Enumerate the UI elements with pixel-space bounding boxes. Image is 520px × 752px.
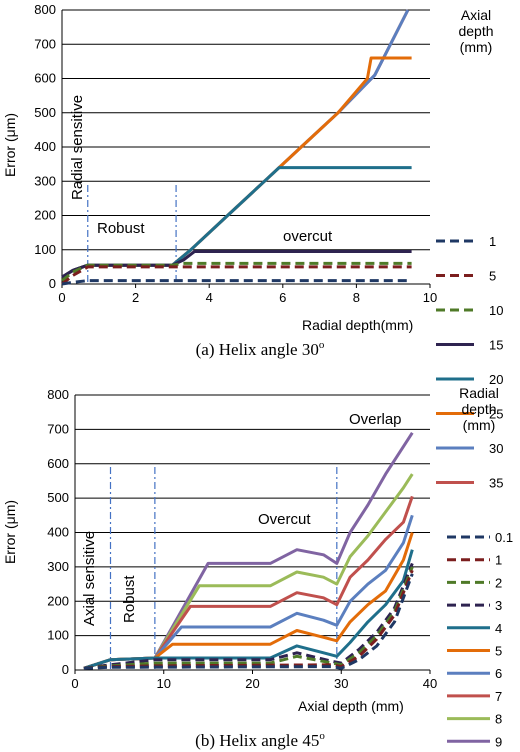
series-line-1	[83, 569, 414, 670]
legend-label: 8	[495, 712, 502, 727]
y-tick-label: 300	[34, 173, 56, 188]
legend-label: 3	[495, 598, 502, 613]
x-tick-label: 10	[423, 290, 437, 305]
legend-label: 1	[495, 553, 502, 568]
y-tick-label: 700	[34, 36, 56, 51]
series-line-8	[83, 473, 414, 670]
series-line-2	[83, 566, 414, 670]
y-tick-label: 200	[34, 208, 56, 223]
y-tick-label: 400	[34, 139, 56, 154]
y-axis-label: Error (μm)	[2, 113, 18, 177]
x-tick-label: 40	[423, 676, 437, 691]
series-line-35	[61, 9, 410, 279]
x-tick-label: 4	[206, 290, 213, 305]
figure-caption: (b) Helix angle 45o	[195, 730, 325, 750]
annotation: Axial sensitive	[81, 531, 98, 626]
y-tick-label: 100	[47, 628, 69, 643]
y-tick-label: 0	[62, 662, 69, 677]
series-line-10	[61, 261, 412, 282]
x-tick-label: 8	[353, 290, 360, 305]
legend-label: 2	[495, 575, 502, 590]
annotation: Radial sensitive	[69, 95, 86, 200]
series-line-3	[83, 562, 414, 670]
series-line-4	[83, 549, 414, 670]
x-tick-label: 2	[132, 290, 139, 305]
legend-label: 0.1	[495, 530, 513, 545]
legend-label: 20	[489, 372, 503, 387]
legend-title: Radial	[459, 385, 499, 401]
chart-b: 0 100 200 300 400 500 600 700 800 0 10 20 30 40 Axial …	[2, 385, 513, 750]
legend-label: 9	[495, 734, 502, 749]
x-tick-label: 10	[157, 676, 171, 691]
x-axis-label: Radial depth(mm)	[302, 317, 413, 333]
y-tick-label: 200	[47, 593, 69, 608]
legend-title: depth	[458, 23, 493, 39]
y-tick-label: 300	[47, 559, 69, 574]
legend-label: 7	[495, 689, 502, 704]
legend-label: 1	[489, 234, 496, 249]
annotation: Overlap	[349, 411, 402, 428]
x-tick-label: 6	[279, 290, 286, 305]
figure-caption: (a) Helix angle 30o	[196, 339, 325, 359]
annotation: overcut	[283, 228, 333, 245]
y-tick-label: 600	[34, 71, 56, 86]
annotation: Robust	[97, 220, 145, 237]
series-line-5	[61, 265, 412, 286]
series-line-1	[61, 279, 412, 286]
y-tick-label: 700	[47, 421, 69, 436]
y-axis-label: Error (μm)	[2, 500, 18, 564]
legend-label: 5	[495, 644, 502, 659]
y-tick-label: 400	[47, 525, 69, 540]
y-tick-label: 100	[34, 242, 56, 257]
y-tick-label: 600	[47, 456, 69, 471]
annotation: Robust	[121, 575, 138, 623]
legend-title: (mm)	[460, 39, 493, 55]
legend-label: 5	[489, 269, 496, 284]
legend-label: 25	[489, 407, 503, 422]
chart-a: 0 100 200 300 400 500 600 700 800 0 2 4 6 8 10 Radial s…	[2, 2, 503, 491]
series-line-0.1	[83, 573, 414, 670]
legend-label: 15	[489, 338, 503, 353]
legend-label: 10	[489, 303, 503, 318]
y-tick-label: 0	[49, 276, 56, 291]
legend-title: depth	[461, 401, 496, 417]
legend-title: (mm)	[463, 417, 496, 433]
y-tick-label: 800	[34, 2, 56, 17]
legend-label: 30	[489, 441, 503, 456]
series-line-9	[83, 431, 414, 670]
y-tick-label: 500	[34, 105, 56, 120]
legend-label: 4	[495, 621, 502, 636]
x-axis-label: Axial depth (mm)	[298, 698, 404, 714]
x-tick-label: 0	[58, 290, 65, 305]
legend-label: 35	[489, 476, 503, 491]
legend-label: 6	[495, 666, 502, 681]
x-tick-label: 20	[245, 676, 259, 691]
x-tick-label: 0	[71, 676, 78, 691]
series-line-30	[61, 9, 410, 279]
x-tick-label: 30	[334, 676, 348, 691]
legend-title: Axial	[461, 7, 491, 23]
y-tick-label: 500	[47, 490, 69, 505]
y-tick-label: 800	[47, 387, 69, 402]
annotation: Overcut	[258, 511, 311, 528]
